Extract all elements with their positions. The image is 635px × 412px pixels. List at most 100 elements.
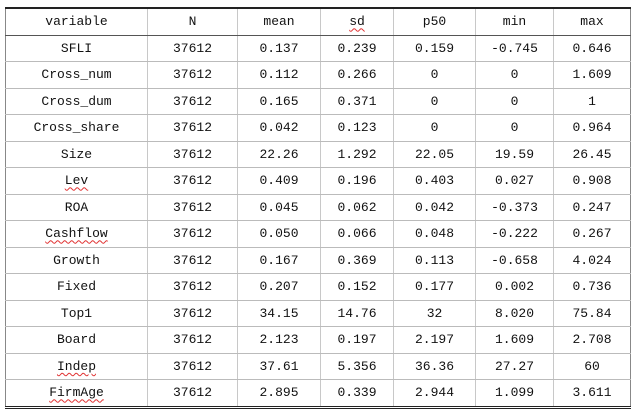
variable-cell: Cashflow	[5, 220, 148, 248]
table-row: Fixed 37612 0.207 0.152 0.177 0.002 0.736	[5, 273, 631, 301]
value-cell: 0.027	[475, 167, 554, 195]
value-cell: 0.239	[320, 35, 394, 62]
value-cell: 2.123	[237, 326, 321, 354]
value-cell: 34.15	[237, 300, 321, 327]
value-cell: 0.266	[320, 61, 394, 89]
value-cell: 0.002	[475, 273, 554, 301]
value-cell: 37612	[147, 300, 238, 327]
value-cell: 0	[393, 114, 476, 142]
value-cell: 36.36	[393, 353, 476, 380]
variable-cell: Lev	[5, 167, 148, 195]
value-cell: 27.27	[475, 353, 554, 380]
table-row: Cross_share 37612 0.042 0.123 0 0 0.964	[5, 114, 631, 142]
variable-cell: Cross_share	[5, 114, 148, 142]
value-cell: 0.177	[393, 273, 476, 301]
value-cell: 1.292	[320, 141, 394, 168]
value-cell: 37612	[147, 194, 238, 221]
variable-cell: Cross_dum	[5, 88, 148, 115]
value-cell: 0.369	[320, 247, 394, 274]
value-cell: 0.908	[553, 167, 631, 195]
table-row: Indep 37612 37.61 5.356 36.36 27.27 60	[5, 353, 631, 380]
value-cell: 0.152	[320, 273, 394, 301]
value-cell: 0.964	[553, 114, 631, 142]
header-cell: min	[475, 7, 554, 36]
value-cell: 0.267	[553, 220, 631, 248]
value-cell: 37612	[147, 326, 238, 354]
table-row: Cashflow 37612 0.050 0.066 0.048 -0.222 0.267	[5, 220, 631, 248]
value-cell: 0	[475, 114, 554, 142]
value-cell: 0.159	[393, 35, 476, 62]
value-cell: 19.59	[475, 141, 554, 168]
header-cell: mean	[237, 7, 321, 36]
table-row: FirmAge 37612 2.895 0.339 2.944 1.099 3.611	[5, 379, 631, 409]
value-cell: 22.05	[393, 141, 476, 168]
value-cell: 0.112	[237, 61, 321, 89]
value-cell: -0.745	[475, 35, 554, 62]
value-cell: 0.042	[393, 194, 476, 221]
header-text: sd	[349, 14, 365, 30]
value-cell: -0.222	[475, 220, 554, 248]
value-cell: 32	[393, 300, 476, 327]
value-cell: 37612	[147, 167, 238, 195]
value-cell: 2.708	[553, 326, 631, 354]
value-cell: 0.403	[393, 167, 476, 195]
value-cell: 5.356	[320, 353, 394, 380]
value-cell: 0.062	[320, 194, 394, 221]
value-cell: 0	[393, 88, 476, 115]
value-cell: 0.207	[237, 273, 321, 301]
value-cell: 0.045	[237, 194, 321, 221]
variable-cell: FirmAge	[5, 379, 148, 409]
value-cell: 37612	[147, 353, 238, 380]
table-row: SFLI 37612 0.137 0.239 0.159 -0.745 0.646	[5, 35, 631, 62]
value-cell: 22.26	[237, 141, 321, 168]
variable-cell: ROA	[5, 194, 148, 221]
value-cell: 1.609	[475, 326, 554, 354]
value-cell: -0.373	[475, 194, 554, 221]
table-row: Board 37612 2.123 0.197 2.197 1.609 2.708	[5, 326, 631, 354]
value-cell: 26.45	[553, 141, 631, 168]
value-cell: 37612	[147, 220, 238, 248]
value-cell: 0.196	[320, 167, 394, 195]
table-row: ROA 37612 0.045 0.062 0.042 -0.373 0.247	[5, 194, 631, 221]
value-cell: 0	[475, 61, 554, 89]
table-row: Top1 37612 34.15 14.76 32 8.020 75.84	[5, 300, 631, 327]
value-cell: 0.066	[320, 220, 394, 248]
variable-cell: Indep	[5, 353, 148, 380]
value-cell: 37612	[147, 247, 238, 274]
value-cell: 37612	[147, 273, 238, 301]
header-cell: sd	[320, 7, 394, 36]
value-cell: 75.84	[553, 300, 631, 327]
value-cell: 2.197	[393, 326, 476, 354]
value-cell: 2.895	[237, 379, 321, 409]
value-cell: 0.646	[553, 35, 631, 62]
table-row: Cross_num 37612 0.112 0.266 0 0 1.609	[5, 61, 631, 89]
value-cell: -0.658	[475, 247, 554, 274]
value-cell: 0.113	[393, 247, 476, 274]
value-cell: 0.409	[237, 167, 321, 195]
value-cell: 0	[475, 88, 554, 115]
table-row: Size 37612 22.26 1.292 22.05 19.59 26.45	[5, 141, 631, 168]
variable-cell: Board	[5, 326, 148, 354]
variable-cell: Fixed	[5, 273, 148, 301]
value-cell: 37612	[147, 141, 238, 168]
value-cell: 0.123	[320, 114, 394, 142]
table-row: Growth 37612 0.167 0.369 0.113 -0.658 4.024	[5, 247, 631, 274]
variable-cell: Growth	[5, 247, 148, 274]
header-cell: N	[147, 7, 238, 36]
table-row: Cross_dum 37612 0.165 0.371 0 0 1	[5, 88, 631, 115]
value-cell: 1	[553, 88, 631, 115]
table-row: Lev 37612 0.409 0.196 0.403 0.027 0.908	[5, 167, 631, 195]
value-cell: 4.024	[553, 247, 631, 274]
value-cell: 60	[553, 353, 631, 380]
value-cell: 0.371	[320, 88, 394, 115]
value-cell: 0.165	[237, 88, 321, 115]
value-cell: 37.61	[237, 353, 321, 380]
value-cell: 37612	[147, 61, 238, 89]
value-cell: 0.247	[553, 194, 631, 221]
value-cell: 1.099	[475, 379, 554, 409]
value-cell: 37612	[147, 114, 238, 142]
